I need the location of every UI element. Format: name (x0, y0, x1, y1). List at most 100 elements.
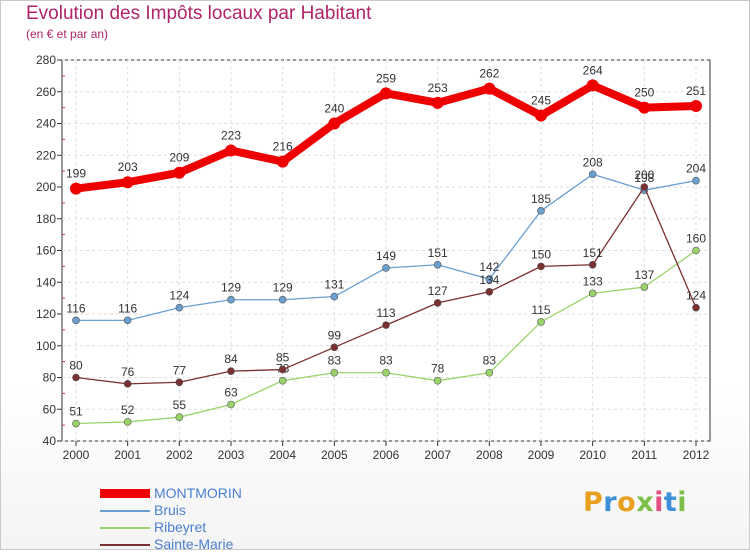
y-tick-label: 240 (36, 117, 56, 131)
data-point-montmorin (690, 100, 702, 113)
data-label-bruis: 149 (376, 249, 396, 263)
y-tick-label: 260 (36, 85, 56, 99)
y-tick-label: 220 (36, 148, 56, 162)
x-tick-label: 2004 (269, 448, 296, 462)
data-point-sainte-marie (72, 373, 80, 382)
data-point-montmorin (328, 117, 341, 130)
data-point-bruis (433, 260, 442, 269)
data-point-ribeyret (640, 283, 649, 291)
x-tick-label: 2003 (218, 448, 245, 462)
data-point-montmorin (70, 182, 82, 195)
data-point-sainte-marie (175, 378, 184, 387)
x-tick-label: 2010 (579, 448, 606, 462)
data-label-ribeyret: 115 (531, 303, 550, 317)
data-label-ribeyret: 83 (379, 354, 393, 368)
data-point-sainte-marie (278, 365, 287, 374)
data-point-sainte-marie (692, 303, 700, 312)
legend-item-montmorin: MONTMORIN (100, 485, 242, 502)
data-label-ribeyret: 83 (328, 354, 342, 368)
legend-swatch-ribeyret (100, 526, 150, 529)
data-point-bruis (278, 295, 287, 304)
legend-item-sainte-marie: Sainte-Marie (100, 536, 242, 553)
x-tick-label: 2009 (528, 448, 555, 462)
data-label-bruis: 185 (531, 192, 551, 206)
data-label-bruis: 151 (428, 246, 448, 260)
data-point-sainte-marie (588, 260, 597, 269)
data-point-sainte-marie (640, 183, 649, 191)
data-label-sainte-marie: 134 (479, 273, 499, 287)
data-label-montmorin: 199 (66, 167, 86, 181)
data-point-montmorin (173, 166, 186, 179)
data-label-ribeyret: 51 (69, 405, 83, 419)
data-point-montmorin (638, 101, 651, 114)
data-label-sainte-marie: 84 (224, 352, 238, 366)
x-tick-label: 2008 (476, 448, 503, 462)
data-label-ribeyret: 52 (121, 403, 135, 417)
data-point-montmorin (535, 109, 547, 122)
x-tick-label: 2001 (114, 448, 141, 462)
legend-label-bruis: Bruis (154, 502, 186, 518)
data-label-bruis: 208 (583, 155, 603, 169)
proxiti-logo: Proxiti (583, 487, 688, 518)
data-point-sainte-marie (227, 367, 235, 375)
data-label-ribeyret: 83 (483, 354, 497, 368)
chart-title: Evolution des Impôts locaux par Habitant (26, 3, 372, 24)
data-label-sainte-marie: 151 (583, 246, 603, 260)
data-label-ribeyret: 133 (583, 274, 603, 288)
data-label-bruis: 142 (479, 260, 499, 274)
data-point-montmorin (586, 79, 599, 92)
data-point-bruis (330, 292, 339, 301)
x-tick-label: 2002 (166, 448, 193, 462)
data-label-montmorin: 223 (221, 128, 241, 142)
data-point-ribeyret (382, 368, 390, 377)
data-point-ribeyret (537, 318, 545, 326)
data-point-bruis (588, 170, 597, 179)
data-label-sainte-marie: 77 (173, 363, 187, 377)
data-label-montmorin: 240 (324, 102, 344, 116)
data-label-montmorin: 216 (273, 140, 293, 154)
legend-label-sainte-marie: Sainte-Marie (154, 536, 234, 552)
data-point-ribeyret (588, 289, 597, 298)
data-label-sainte-marie: 99 (328, 328, 342, 342)
legend-swatch-sainte-marie (100, 543, 150, 546)
x-tick-label: 2007 (424, 448, 451, 462)
data-point-ribeyret (72, 419, 80, 428)
data-point-ribeyret (175, 413, 184, 421)
data-point-ribeyret (123, 418, 132, 426)
data-point-ribeyret (330, 368, 339, 377)
y-tick-label: 160 (36, 244, 56, 258)
data-label-bruis: 124 (169, 289, 189, 303)
data-point-montmorin (225, 144, 237, 157)
data-point-bruis (692, 176, 700, 185)
x-tick-label: 2006 (373, 448, 400, 462)
data-label-sainte-marie: 124 (686, 289, 706, 303)
data-label-bruis: 129 (221, 281, 241, 295)
legend-swatch-montmorin (100, 489, 150, 498)
data-label-sainte-marie: 200 (634, 168, 654, 182)
x-tick-label: 2000 (63, 448, 90, 462)
data-point-bruis (382, 264, 390, 272)
data-label-montmorin: 259 (376, 71, 396, 85)
data-point-ribeyret (227, 400, 235, 409)
chart-subtitle: (en € et par an) (26, 27, 109, 41)
data-label-montmorin: 251 (686, 84, 706, 98)
data-point-sainte-marie (485, 287, 494, 296)
data-label-montmorin: 253 (428, 81, 448, 95)
data-label-montmorin: 245 (531, 94, 551, 108)
data-label-sainte-marie: 113 (376, 306, 395, 320)
data-point-montmorin (276, 155, 289, 168)
legend-item-bruis: Bruis (100, 502, 242, 519)
data-label-montmorin: 203 (118, 160, 138, 174)
data-label-sainte-marie: 76 (121, 365, 135, 379)
data-label-montmorin: 262 (479, 67, 499, 81)
data-label-montmorin: 250 (634, 86, 654, 100)
data-point-bruis (72, 316, 80, 325)
data-label-bruis: 116 (118, 301, 137, 315)
data-point-ribeyret (433, 376, 442, 385)
data-label-montmorin: 209 (169, 151, 189, 165)
data-point-bruis (123, 316, 132, 325)
data-point-sainte-marie (537, 262, 545, 271)
y-tick-label: 200 (36, 180, 56, 194)
data-label-bruis: 198 (634, 171, 654, 185)
